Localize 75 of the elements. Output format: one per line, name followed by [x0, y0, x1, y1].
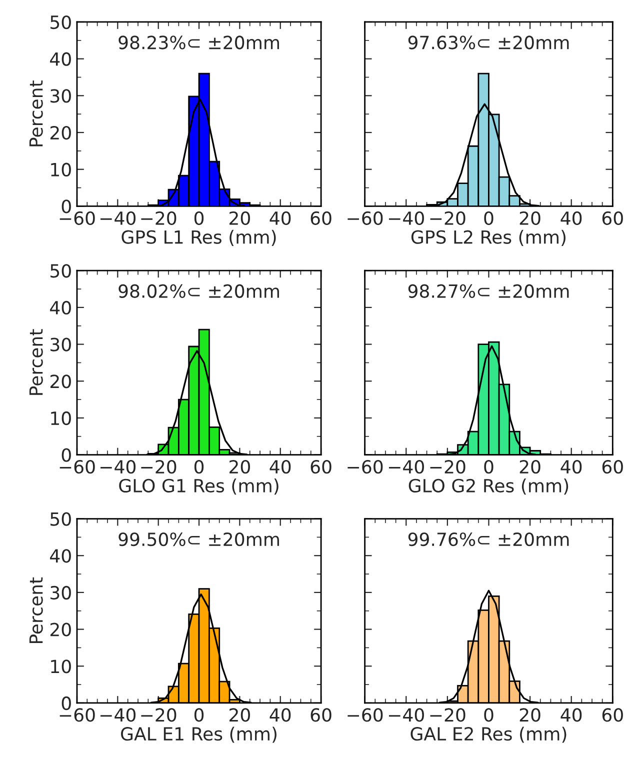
y-tick-label: 10	[51, 411, 71, 426]
x-tick-label: 40	[560, 211, 582, 226]
x-tick-label: 40	[270, 211, 291, 226]
x-tick-label: 20	[520, 708, 540, 722]
x-tick-label: 40	[270, 708, 291, 722]
y-tick-label: 30	[50, 89, 71, 103]
x-tick-label: 20	[520, 460, 540, 474]
y-tick-label: 0	[62, 448, 71, 462]
x-axis-title: GAL E1 Res (mm)	[121, 726, 276, 743]
x-tick-label: 20	[230, 708, 250, 722]
x-tick-label: 40	[270, 460, 291, 474]
x-tick-label: 40	[560, 460, 582, 474]
y-tick-label: 20	[50, 126, 71, 140]
y-axis-title: Percent	[29, 80, 43, 146]
y-tick-label: 30	[50, 586, 71, 600]
x-tick-label: −60	[60, 708, 95, 722]
x-tick-label: 20	[230, 211, 250, 226]
x-tick-label: −40	[388, 211, 424, 226]
x-tick-label: 0	[484, 211, 494, 226]
x-tick-label: −20	[141, 708, 176, 722]
y-tick-label: 50	[50, 512, 71, 526]
x-tick-label: 0	[194, 708, 204, 722]
y-tick-label: 20	[50, 374, 71, 388]
annotation: 98.02%⊂ ±20mm	[118, 284, 279, 298]
x-tick-label: 20	[230, 460, 250, 474]
x-tick-label: 60	[602, 460, 623, 474]
x-tick-label: 60	[310, 211, 332, 226]
x-tick-label: −40	[100, 460, 136, 474]
x-tick-label: −40	[388, 460, 424, 474]
x-tick-label: −60	[348, 708, 383, 722]
x-tick-label: −20	[430, 460, 466, 474]
annotation: 99.76%⊂ ±20mm	[408, 532, 569, 546]
y-tick-label: 40	[50, 52, 71, 66]
x-tick-label: 60	[602, 211, 623, 226]
x-tick-label: −60	[60, 460, 95, 474]
x-axis-title: GPS L1 Res (mm)	[122, 230, 276, 246]
x-axis-title: GLO G1 Res (mm)	[119, 478, 278, 495]
x-axis-title: GPS L2 Res (mm)	[411, 230, 566, 246]
x-axis-title: GAL E2 Res (mm)	[410, 726, 566, 743]
x-axis-title: GLO G2 Res (mm)	[408, 478, 568, 495]
y-tick-label: 0	[62, 200, 71, 214]
y-tick-label: 0	[62, 696, 71, 710]
y-axis-title: Percent	[29, 577, 43, 644]
x-tick-label: 0	[194, 460, 204, 474]
x-tick-label: 20	[520, 211, 540, 226]
x-tick-label: −40	[100, 211, 136, 226]
y-tick-label: 20	[50, 622, 71, 636]
y-tick-label: 30	[50, 338, 71, 352]
x-tick-label: 60	[310, 460, 332, 474]
y-tick-label: 10	[51, 660, 71, 674]
x-tick-label: −40	[388, 708, 424, 722]
annotation: 97.63%⊂ ±20mm	[408, 36, 569, 50]
y-tick-label: 10	[51, 162, 71, 176]
x-tick-label: 40	[560, 708, 582, 722]
x-tick-label: −20	[430, 211, 466, 226]
y-tick-label: 50	[50, 264, 71, 278]
y-axis-title: Percent	[29, 329, 43, 395]
x-tick-label: 0	[194, 211, 204, 226]
annotation: 98.23%⊂ ±20mm	[118, 36, 279, 50]
annotation: 98.27%⊂ ±20mm	[408, 284, 569, 298]
x-tick-label: −60	[348, 460, 383, 474]
x-tick-label: −60	[348, 211, 383, 226]
y-tick-label: 50	[50, 15, 71, 30]
x-tick-label: −60	[60, 211, 95, 226]
x-tick-label: 0	[484, 708, 494, 722]
y-tick-label: 40	[50, 300, 71, 315]
y-tick-label: 40	[50, 549, 71, 563]
x-tick-label: −20	[141, 211, 176, 226]
annotation: 99.50%⊂ ±20mm	[118, 532, 279, 546]
x-tick-label: 60	[602, 708, 623, 722]
x-tick-label: −20	[430, 708, 466, 722]
x-tick-label: −40	[100, 708, 136, 722]
x-tick-label: 0	[484, 460, 494, 474]
x-tick-label: 60	[310, 708, 332, 722]
x-tick-label: −20	[141, 460, 176, 474]
